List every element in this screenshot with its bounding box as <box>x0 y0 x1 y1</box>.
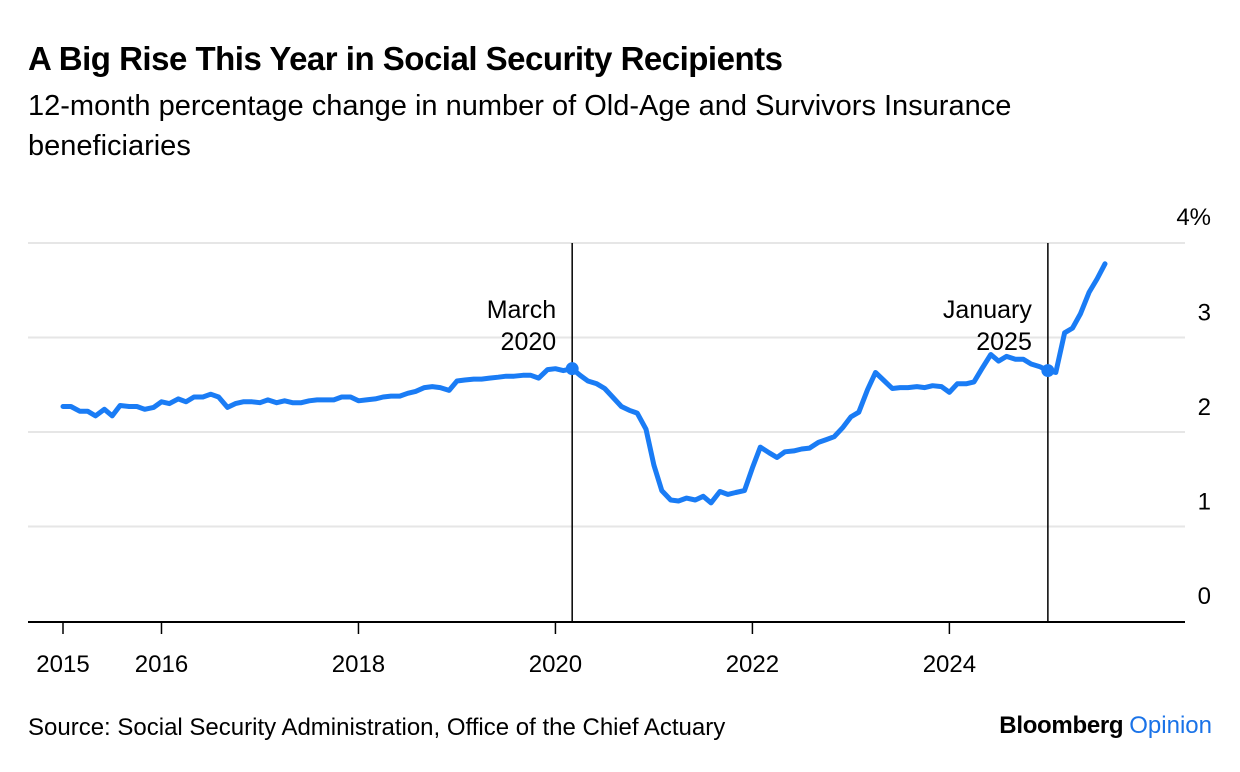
annotation-marker <box>565 362 579 376</box>
annotations: March 2020 January 2025 <box>487 243 1049 622</box>
series-line <box>60 261 1108 506</box>
x-tick-label: 2020 <box>529 651 582 678</box>
series-layer <box>60 261 1108 506</box>
source-note: Source: Social Security Administration, … <box>28 714 726 741</box>
y-tick-label: 1 <box>1198 489 1211 516</box>
y-tick-label: 4% <box>1176 204 1211 231</box>
y-tick-label: 2 <box>1198 394 1211 421</box>
y-tick-label: 3 <box>1198 300 1211 327</box>
annotation-label-line1: January <box>943 296 1032 324</box>
y-axis-tick-labels: 0 1 2 3 4% <box>1176 204 1211 610</box>
x-tick-label: 2022 <box>726 651 779 678</box>
x-tick-label: 2018 <box>332 651 385 678</box>
annotation-label-line1: March <box>487 296 556 324</box>
x-tick-label: 2015 <box>36 651 89 678</box>
x-axis: 2015 2016 2018 2020 2022 2024 <box>28 621 1185 678</box>
x-tick-label: 2016 <box>135 651 188 678</box>
brand-name: Bloomberg <box>999 712 1124 739</box>
y-tick-label: 0 <box>1198 583 1211 610</box>
brand-section: Opinion <box>1129 712 1212 739</box>
annotation-marker <box>1041 364 1055 378</box>
x-tick-label: 2024 <box>923 651 976 678</box>
annotation-markers <box>565 362 1055 378</box>
brand-logo: Bloomberg Opinion <box>999 712 1212 740</box>
annotation-label-line2: 2025 <box>976 328 1032 356</box>
annotation-label-line2: 2020 <box>501 328 557 356</box>
chart-subtitle: 12-month percentage change in number of … <box>28 90 1012 162</box>
chart-title: A Big Rise This Year in Social Security … <box>28 40 783 77</box>
gridlines <box>28 242 1185 528</box>
